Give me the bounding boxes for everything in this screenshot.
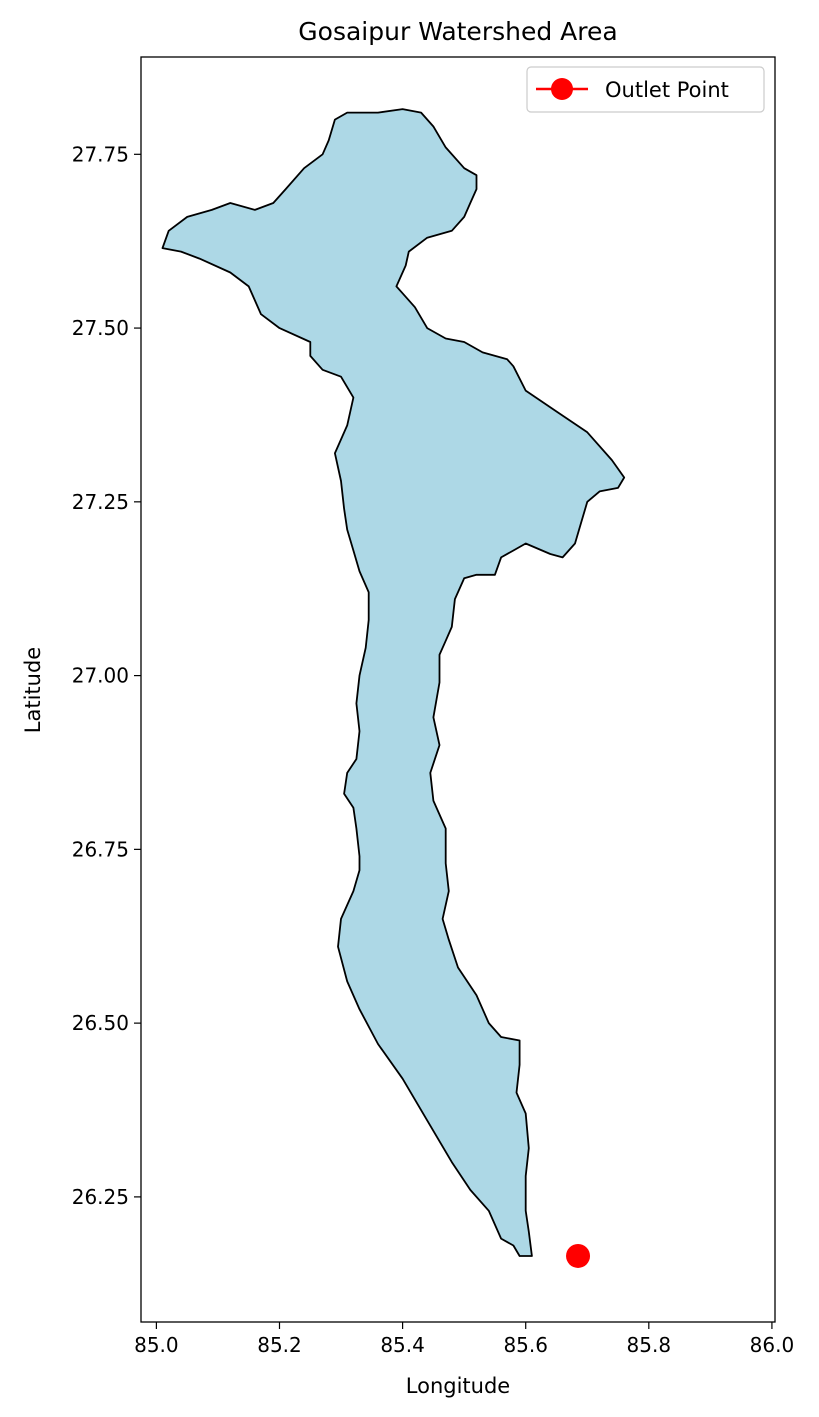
- x-tick-label: 85.8: [627, 1333, 672, 1357]
- y-tick-label: 26.50: [72, 1011, 129, 1035]
- legend-box: [526, 66, 765, 113]
- x-axis-label: Longitude: [406, 1374, 510, 1398]
- y-tick-label: 27.00: [72, 664, 129, 688]
- x-tick-label: 85.4: [380, 1333, 425, 1357]
- chart-title: Gosaipur Watershed Area: [298, 17, 617, 46]
- y-tick-label: 26.25: [72, 1185, 129, 1209]
- y-axis-label: Latitude: [21, 647, 45, 733]
- x-tick-label: 85.6: [503, 1333, 548, 1357]
- outlet-point-marker: [566, 1243, 591, 1268]
- y-tick-label: 26.75: [72, 837, 129, 861]
- y-tick-label: 27.50: [72, 316, 129, 340]
- x-axis: 85.0 85.2 85.4 85.6 85.8 86.0: [134, 1322, 794, 1357]
- x-tick-label: 86.0: [750, 1333, 795, 1357]
- plot-frame: [140, 56, 776, 1323]
- y-tick-label: 27.75: [72, 142, 129, 166]
- legend-outlet-marker: [551, 78, 573, 100]
- legend-label: Outlet Point: [605, 78, 729, 102]
- y-axis: 26.25 26.50 26.75 27.00 27.25 27.50 27.75: [72, 142, 141, 1209]
- x-tick-label: 85.2: [257, 1333, 302, 1357]
- legend: Outlet Point: [526, 66, 765, 113]
- x-tick-label: 85.0: [134, 1333, 179, 1357]
- y-tick-label: 27.25: [72, 490, 129, 514]
- watershed-area: [161, 108, 626, 1257]
- plot-layer: [161, 108, 626, 1268]
